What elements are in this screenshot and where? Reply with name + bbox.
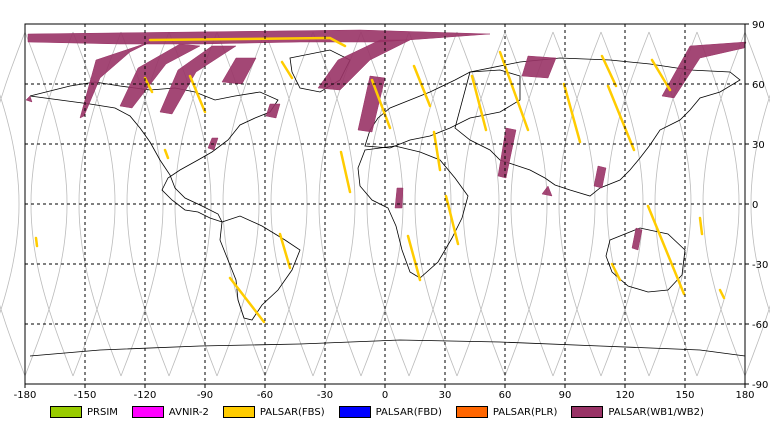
lon-tick-label: -60: [257, 390, 273, 400]
wb-swath-14: [631, 227, 643, 251]
coastline-south-america: [219, 215, 301, 321]
fbs-strip-22: [34, 236, 39, 248]
fbs-strip-10: [444, 194, 460, 246]
wb-swath-7: [317, 39, 411, 91]
wb-swath-13: [593, 165, 607, 189]
lon-tick-label: -120: [134, 390, 157, 400]
lon-tick-label: 150: [675, 390, 694, 400]
fbs-strip-1: [148, 36, 347, 48]
lat-tick-label: -60: [752, 320, 768, 331]
lat-tick-label: 90: [752, 20, 765, 31]
lon-tick-label: -150: [74, 390, 97, 400]
lon-tick-label: 90: [559, 390, 572, 400]
legend-label-palsar-fbs: PALSAR(FBS): [259, 406, 325, 418]
lon-tick-label: 120: [615, 390, 634, 400]
graticule: [25, 24, 745, 384]
legend-label-palsar-fbd: PALSAR(FBD): [375, 406, 442, 418]
legend-swatch-palsar-fbd: [338, 406, 371, 418]
fbs-strip-23: [698, 216, 704, 236]
coastline-antarctica: [29, 339, 746, 357]
fbs-strip-19: [610, 262, 622, 282]
legend-swatch-prsim: [50, 406, 82, 418]
legend-item-avnir2: AVNIR-2: [131, 406, 209, 418]
wb-swaths: [25, 29, 747, 251]
lat-tick-label: -30: [752, 260, 768, 271]
lon-tick-label: 0: [382, 390, 388, 400]
wb-swath-15: [661, 41, 747, 99]
fbs-strip-13: [498, 50, 530, 132]
legend-label-avnir2: AVNIR-2: [168, 406, 209, 418]
fbs-strip-12: [470, 74, 488, 132]
legend-item-palsar-fbs: PALSAR(FBS): [222, 406, 325, 418]
lon-tick-label: -30: [317, 390, 333, 400]
fbs-strip-6: [339, 150, 352, 194]
fbs-strip-11: [406, 234, 422, 282]
legend-label-prsim: PRSIM: [87, 406, 118, 418]
wb-swath-10: [497, 127, 517, 179]
lon-tick-label: 60: [499, 390, 512, 400]
fbs-strip-18: [646, 204, 686, 296]
coastline-australia: [605, 227, 686, 293]
legend-item-prsim: PRSIM: [50, 406, 118, 418]
fbs-strip-21: [278, 232, 292, 270]
legend: PRSIM AVNIR-2 PALSAR(FBS) PALSAR(FBD) PA…: [50, 404, 718, 420]
fbs-strip-20: [228, 276, 266, 324]
fbs-strip-14: [562, 82, 582, 144]
coastline-europe: [364, 69, 521, 149]
legend-item-palsar-fbd: PALSAR(FBD): [338, 406, 442, 418]
legend-label-palsar-plr: PALSAR(PLR): [492, 406, 558, 418]
fbs-strip-2: [143, 76, 154, 94]
fbs-strip-5: [280, 60, 294, 80]
latitude-tick-labels: 90 60 30 0 -30 -60 -90: [745, 20, 768, 391]
fbs-strip-8: [412, 64, 432, 108]
fbs-strip-3: [188, 74, 207, 114]
longitude-tick-labels: -180 -150 -120 -90 -60 -30 0 30 60 90 120 150 180: [14, 384, 755, 400]
wb-swath-5: [265, 103, 281, 119]
fbs-strip-7: [370, 78, 392, 130]
coastline-africa: [357, 145, 469, 279]
wb-swath-3: [159, 45, 237, 115]
fbs-strip-17: [650, 58, 672, 92]
wb-swath-11: [521, 55, 557, 79]
lon-tick-label: -180: [14, 390, 37, 400]
legend-swatch-palsar-fbs: [222, 406, 255, 418]
lon-tick-label: 30: [439, 390, 452, 400]
coastline-asia: [454, 57, 741, 197]
lon-tick-label: -90: [197, 390, 213, 400]
lat-tick-label: 60: [752, 80, 765, 91]
orbit-track: [744, 31, 770, 377]
wb-swath-16: [25, 95, 33, 103]
lat-tick-label: 0: [752, 200, 758, 211]
lat-tick-label: 30: [752, 140, 765, 151]
legend-swatch-palsar-wb: [571, 406, 604, 418]
fbs-strips: [34, 36, 726, 324]
fbs-strip-16: [600, 54, 618, 88]
wb-swath-9: [394, 187, 404, 209]
lon-tick-label: 180: [735, 390, 754, 400]
wb-swath-1: [79, 41, 151, 119]
orbit-track: [750, 94, 770, 314]
wb-swath-12: [541, 185, 553, 197]
lat-tick-label: -90: [752, 380, 768, 391]
fbs-strip-15: [606, 84, 636, 152]
legend-swatch-palsar-plr: [455, 406, 488, 418]
fbs-strip-9: [432, 130, 442, 172]
wb-swath-2: [119, 43, 201, 109]
world-map: -180 -150 -120 -90 -60 -30 0 30 60 90 120 150 180 90…: [0, 20, 770, 400]
orbit-track: [0, 94, 20, 314]
wb-swath-4: [221, 57, 257, 85]
orbit-track: [0, 31, 26, 377]
legend-item-palsar-plr: PALSAR(PLR): [455, 406, 558, 418]
legend-label-palsar-wb: PALSAR(WB1/WB2): [608, 406, 704, 418]
wb-swath-arctic: [27, 29, 491, 45]
fbs-strip-4: [163, 148, 170, 160]
legend-swatch-avnir2: [131, 406, 164, 418]
legend-item-palsar-wb: PALSAR(WB1/WB2): [571, 406, 704, 418]
fbs-strip-24: [718, 288, 726, 300]
